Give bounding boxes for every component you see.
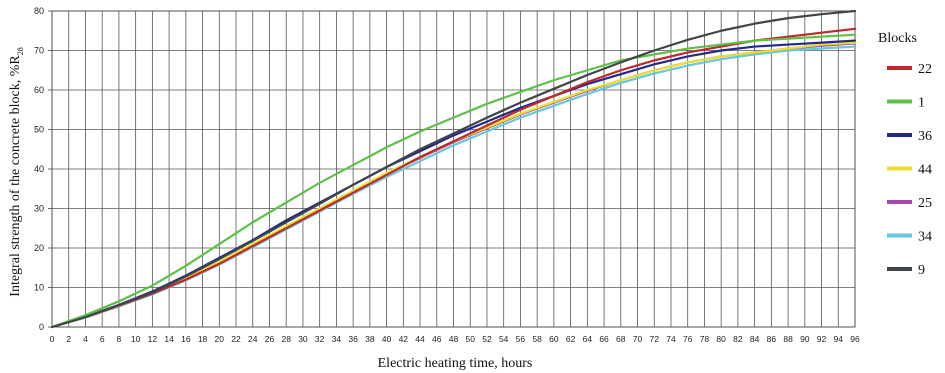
x-tick-label: 30 bbox=[298, 334, 308, 344]
x-tick-label: 22 bbox=[231, 334, 241, 344]
x-tick-label: 92 bbox=[817, 334, 827, 344]
y-tick-label: 40 bbox=[34, 164, 44, 174]
series-lines bbox=[50, 9, 857, 329]
x-tick-label: 76 bbox=[683, 334, 693, 344]
x-tick-label: 34 bbox=[332, 334, 342, 344]
x-tick-label: 80 bbox=[716, 334, 726, 344]
y-axis-label-main: Integral strength of the concrete block,… bbox=[8, 55, 23, 297]
y-tick-label: 70 bbox=[34, 46, 44, 56]
x-tick-label: 56 bbox=[516, 334, 526, 344]
legend-label-44: 44 bbox=[918, 163, 932, 178]
x-tick-label: 64 bbox=[583, 334, 593, 344]
x-tick-label: 60 bbox=[549, 334, 559, 344]
x-tick-label: 18 bbox=[198, 334, 208, 344]
x-tick-label: 46 bbox=[432, 334, 442, 344]
x-tick-label: 94 bbox=[834, 334, 844, 344]
x-tick-label: 96 bbox=[850, 334, 860, 344]
x-axis-ticks: 0 2 4 6 8 10 12 14 16 18 20 22 24 26 28 30 32 34 36 38 40 42 4… bbox=[50, 334, 860, 344]
x-tick-label: 48 bbox=[449, 334, 459, 344]
y-tick-label: 30 bbox=[34, 204, 44, 214]
x-tick-label: 12 bbox=[148, 334, 158, 344]
x-tick-label: 26 bbox=[265, 334, 275, 344]
x-tick-label: 44 bbox=[415, 334, 425, 344]
x-tick-label: 70 bbox=[633, 334, 643, 344]
x-tick-label: 6 bbox=[100, 334, 105, 344]
x-tick-label: 0 bbox=[50, 334, 55, 344]
y-axis-label-sub: 28 bbox=[16, 47, 25, 55]
y-tick-label: 0 bbox=[39, 322, 44, 332]
x-tick-label: 68 bbox=[616, 334, 626, 344]
x-tick-label: 28 bbox=[281, 334, 291, 344]
x-tick-label: 36 bbox=[348, 334, 358, 344]
legend-label-22: 22 bbox=[918, 62, 932, 77]
legend-label-36: 36 bbox=[918, 129, 932, 144]
legend-label-34: 34 bbox=[918, 230, 932, 245]
x-tick-label: 62 bbox=[566, 334, 576, 344]
x-tick-label: 84 bbox=[750, 334, 760, 344]
y-tick-label: 80 bbox=[34, 6, 44, 16]
x-tick-label: 4 bbox=[83, 334, 88, 344]
x-tick-label: 42 bbox=[399, 334, 409, 344]
series-line-22 bbox=[50, 27, 857, 329]
x-tick-label: 14 bbox=[164, 334, 174, 344]
x-tick-label: 10 bbox=[131, 334, 141, 344]
x-tick-label: 16 bbox=[181, 334, 191, 344]
x-tick-label: 82 bbox=[733, 334, 743, 344]
x-tick-label: 8 bbox=[117, 334, 122, 344]
x-tick-label: 24 bbox=[248, 334, 258, 344]
x-tick-label: 20 bbox=[215, 334, 225, 344]
x-tick-label: 54 bbox=[499, 334, 509, 344]
x-tick-label: 66 bbox=[599, 334, 609, 344]
y-axis-ticks: 0 10 20 30 40 50 60 70 80 bbox=[34, 6, 52, 332]
x-tick-label: 40 bbox=[382, 334, 392, 344]
x-tick-label: 32 bbox=[315, 334, 325, 344]
x-tick-label: 50 bbox=[465, 334, 475, 344]
y-tick-label: 10 bbox=[34, 283, 44, 293]
legend-label-9: 9 bbox=[918, 263, 925, 278]
y-tick-label: 60 bbox=[34, 85, 44, 95]
x-tick-label: 52 bbox=[482, 334, 492, 344]
x-tick-label: 2 bbox=[66, 334, 71, 344]
series-line-9 bbox=[50, 9, 857, 329]
series-line-1 bbox=[50, 33, 857, 329]
y-axis-label: Integral strength of the concrete block,… bbox=[8, 47, 25, 296]
x-tick-label: 86 bbox=[767, 334, 777, 344]
x-tick-label: 58 bbox=[532, 334, 542, 344]
x-tick-label: 88 bbox=[783, 334, 793, 344]
x-tick-label: 74 bbox=[666, 334, 676, 344]
x-tick-label: 90 bbox=[800, 334, 810, 344]
x-tick-label: 38 bbox=[365, 334, 375, 344]
legend: 22 1 36 44 25 34 9 bbox=[887, 62, 932, 278]
y-tick-label: 20 bbox=[34, 243, 44, 253]
legend-title: Blocks bbox=[878, 31, 917, 46]
x-tick-label: 72 bbox=[650, 334, 660, 344]
legend-label-1: 1 bbox=[918, 96, 925, 111]
y-tick-label: 50 bbox=[34, 125, 44, 135]
legend-label-25: 25 bbox=[918, 196, 932, 211]
x-axis-label: Electric heating time, hours bbox=[378, 356, 533, 371]
x-tick-label: 78 bbox=[700, 334, 710, 344]
